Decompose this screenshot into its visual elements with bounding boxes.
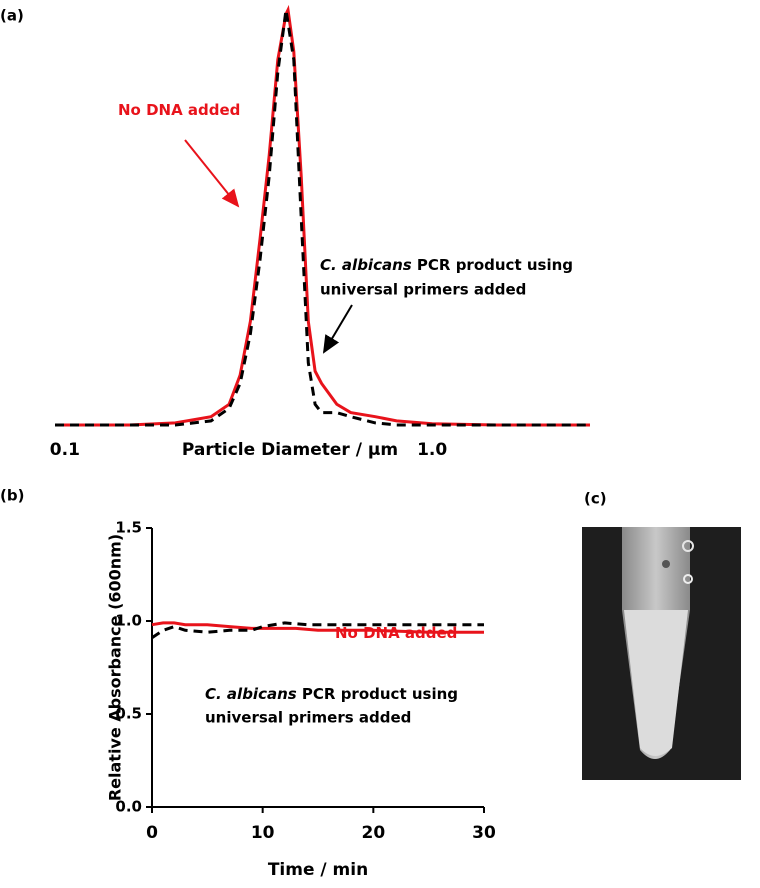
annotation-text: No DNA added <box>118 101 240 119</box>
x-axis-title: Time / min <box>268 860 368 880</box>
annotation-italic: C. albicans <box>320 256 412 274</box>
annotation-text: No DNA added <box>335 624 457 642</box>
y-tick-label: 1.5 <box>115 519 142 537</box>
series-line <box>55 4 590 427</box>
annotation: universal primers added <box>205 709 411 727</box>
annotation-italic: C. albicans <box>205 685 297 703</box>
y-tick-label: 0.5 <box>115 705 142 723</box>
y-tick-label: 0.0 <box>115 798 142 816</box>
annotation: universal primers added <box>320 281 526 299</box>
panel-label: (a) <box>0 7 24 25</box>
annotation: No DNA added <box>335 624 457 642</box>
annotation-text: PCR product using <box>297 685 458 703</box>
panel-label: (c) <box>584 490 607 508</box>
panel-label: (b) <box>0 487 24 505</box>
photo <box>582 527 741 780</box>
annotation: C. albicans PCR product using <box>320 256 573 274</box>
x-tick-label: 10 <box>251 823 275 843</box>
x-tick-label: 1.0 <box>417 440 447 460</box>
y-axis-title: Relative Absorbance (600nm) <box>106 534 125 801</box>
y-tick-label: 1.0 <box>115 612 142 630</box>
x-axis-title: Particle Diameter / μm <box>182 440 398 460</box>
arrow <box>184 139 240 208</box>
x-tick-label: 30 <box>472 823 496 843</box>
series-line <box>55 9 590 427</box>
x-tick-label: 0 <box>146 823 158 843</box>
annotation: No DNA added <box>118 101 240 119</box>
series-line <box>151 621 484 639</box>
annotation: C. albicans PCR product using <box>205 685 458 703</box>
series-line <box>151 621 484 634</box>
x-tick-label: 0.1 <box>50 440 80 460</box>
x-tick-label: 20 <box>361 823 385 843</box>
arrow <box>322 304 353 354</box>
annotation-text: PCR product using <box>412 256 573 274</box>
